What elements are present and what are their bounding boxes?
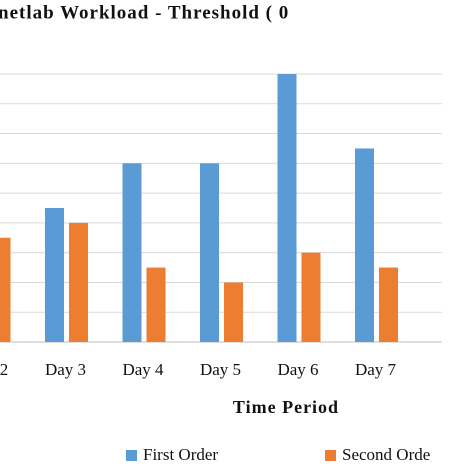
x-tick-label: Day 5	[200, 360, 241, 379]
chart-title: netlab Workload - Threshold ( 0	[0, 2, 289, 23]
bar	[0, 237, 11, 342]
bar	[379, 267, 398, 342]
bar	[355, 148, 374, 342]
x-tick-label: 2	[0, 360, 8, 379]
x-tick-label: Day 3	[45, 360, 86, 379]
legend-swatch	[325, 450, 336, 461]
bar	[146, 267, 166, 342]
bar	[277, 74, 297, 342]
legend-swatch	[126, 450, 137, 461]
bar	[69, 222, 88, 342]
bar	[122, 163, 142, 342]
bar	[45, 208, 64, 342]
x-tick-label: Day 4	[122, 360, 164, 379]
legend-label: First Order	[143, 445, 218, 464]
x-axis-title: Time Period	[233, 397, 339, 417]
bar	[200, 163, 219, 342]
legend-label: Second Orde	[342, 445, 430, 464]
bar	[224, 282, 243, 342]
x-tick-label: Day 6	[277, 360, 318, 379]
bar	[301, 252, 321, 342]
x-tick-label: Day 7	[355, 360, 397, 379]
